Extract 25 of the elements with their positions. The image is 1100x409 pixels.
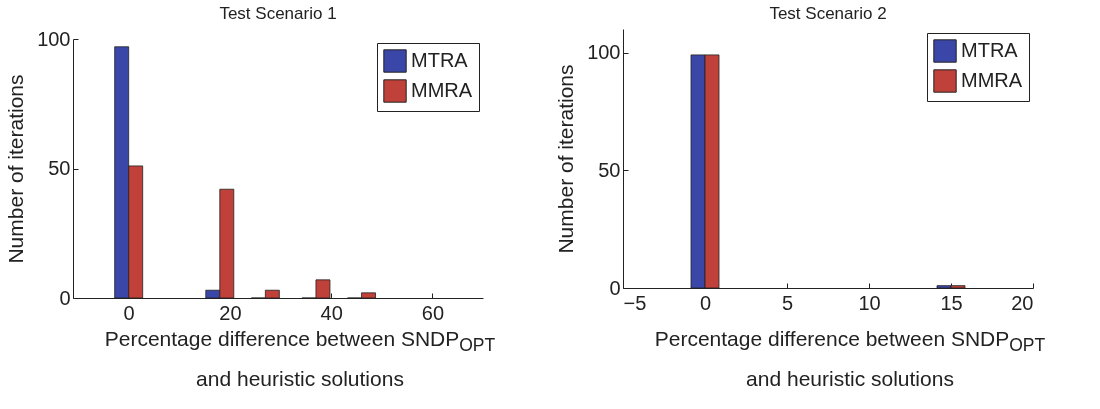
x-tick-label: 10 bbox=[858, 291, 881, 314]
x-tick-label: 0 bbox=[123, 301, 135, 324]
y-tick-label: 50 bbox=[598, 158, 621, 181]
x-tick-label: 20 bbox=[219, 301, 242, 324]
x-tick-label: 15 bbox=[940, 291, 963, 314]
x-tick-label: 40 bbox=[320, 301, 343, 324]
y-axis-title: Number of iterations bbox=[4, 74, 28, 264]
y-tick-label: 100 bbox=[587, 41, 621, 64]
chart-title: Test Scenario 1 bbox=[219, 4, 337, 23]
y-tick-label: 100 bbox=[37, 27, 71, 50]
chart-title: Test Scenario 2 bbox=[769, 4, 887, 23]
legend-label: MTRA bbox=[961, 39, 1019, 61]
y-tick-label: 0 bbox=[609, 276, 621, 299]
x-tick-label: 5 bbox=[781, 291, 794, 314]
legend-label: MMRA bbox=[411, 79, 473, 101]
x-tick-label: 60 bbox=[421, 301, 445, 324]
y-axis-title: Number of iterations bbox=[554, 64, 578, 254]
legend-label: MMRA bbox=[961, 69, 1023, 91]
text: Percentage difference between SNDP$_{OPT}$ and heuristic solutions bbox=[104, 327, 496, 391]
x-tick-label: 20 bbox=[1011, 291, 1034, 314]
x-tick-label: −5 bbox=[623, 291, 647, 314]
x-tick-label: 0 bbox=[699, 291, 712, 314]
y-tick-label: 50 bbox=[48, 157, 71, 179]
text: Percentage difference between SNDP$_{OPT}$ and heuristic solutions bbox=[654, 327, 1046, 391]
legend-label: MTRA bbox=[411, 49, 469, 71]
